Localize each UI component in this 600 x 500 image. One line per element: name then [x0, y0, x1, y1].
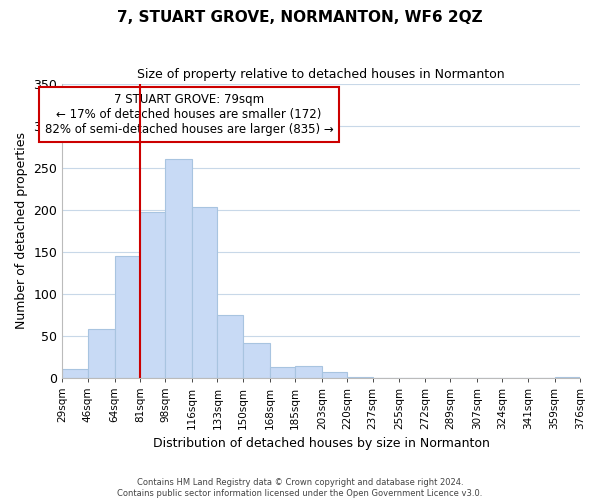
Bar [165, 159, 192, 378]
Bar [115, 256, 140, 378]
Text: 7 STUART GROVE: 79sqm
← 17% of detached houses are smaller (172)
82% of semi-det: 7 STUART GROVE: 79sqm ← 17% of detached … [45, 93, 334, 136]
Bar [140, 212, 165, 378]
X-axis label: Distribution of detached houses by size in Normanton: Distribution of detached houses by size … [153, 437, 490, 450]
Text: Contains HM Land Registry data © Crown copyright and database right 2024.
Contai: Contains HM Land Registry data © Crown c… [118, 478, 482, 498]
Bar [554, 376, 580, 378]
Bar [295, 366, 322, 378]
Bar [192, 206, 217, 378]
Bar [62, 369, 88, 378]
Title: Size of property relative to detached houses in Normanton: Size of property relative to detached ho… [137, 68, 505, 80]
Text: 7, STUART GROVE, NORMANTON, WF6 2QZ: 7, STUART GROVE, NORMANTON, WF6 2QZ [117, 10, 483, 25]
Bar [88, 329, 115, 378]
Bar [347, 376, 373, 378]
Y-axis label: Number of detached properties: Number of detached properties [15, 132, 28, 330]
Bar [269, 366, 295, 378]
Bar [217, 314, 243, 378]
Bar [322, 372, 347, 378]
Bar [243, 343, 269, 378]
